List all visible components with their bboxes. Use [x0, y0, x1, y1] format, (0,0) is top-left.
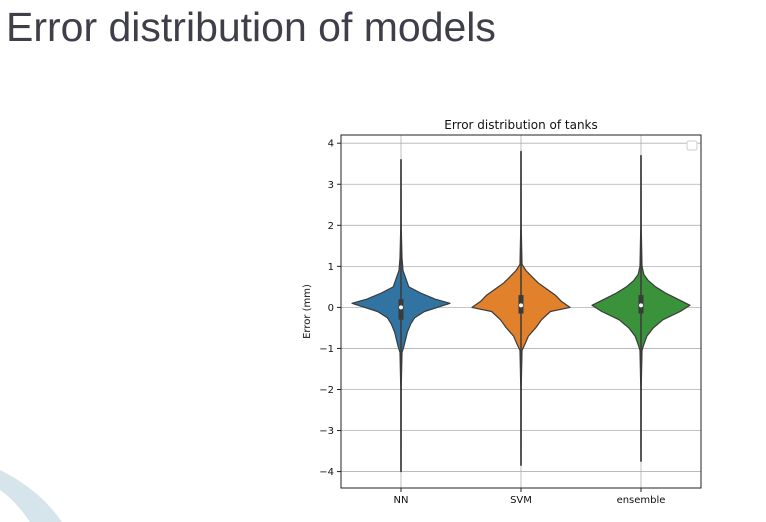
chart-title: Error distribution of tanks	[444, 118, 598, 132]
median-dot-NN	[399, 305, 403, 310]
iqr-box-NN	[398, 299, 404, 320]
median-dot-SVM	[519, 303, 523, 308]
y-tick-label: 0	[328, 303, 334, 314]
x-tick-label: ensemble	[617, 495, 666, 506]
y-tick-label: −4	[319, 467, 334, 478]
x-tick-label: SVM	[510, 495, 532, 506]
y-tick-label: 1	[328, 262, 334, 273]
legend-box	[686, 140, 698, 151]
y-tick-label: 3	[328, 180, 334, 191]
y-axis-ticks: 4 3 2 1 0 −1 −2 −3 −4	[319, 139, 341, 478]
median-dot-ensemble	[639, 303, 643, 308]
x-tick-label: NN	[394, 495, 409, 506]
x-axis-ticks: NN SVM ensemble	[394, 488, 666, 506]
slide-title: Error distribution of models	[6, 4, 496, 50]
y-tick-label: 2	[328, 221, 334, 232]
y-tick-label: 4	[328, 139, 334, 150]
y-tick-label: −2	[319, 385, 334, 396]
violins	[351, 150, 691, 473]
y-axis-label: Error (mm)	[302, 284, 313, 339]
y-tick-label: −3	[319, 426, 334, 437]
y-tick-label: −1	[319, 344, 334, 355]
